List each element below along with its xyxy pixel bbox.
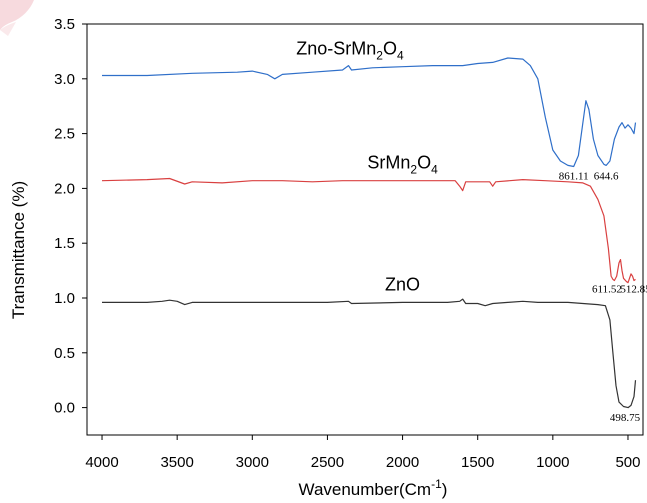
series-line-2 (102, 298, 637, 409)
x-tick-label: 3000 (236, 454, 269, 471)
series-label-0: Zno-SrMn2O4 (296, 39, 404, 63)
series-label-subscript: 2 (410, 163, 417, 177)
y-axis-ticks: 0.0 0.5 1.0 1.5 2.0 2.5 3.0 3.5 (54, 16, 87, 417)
y-tick-label: 0.0 (54, 400, 75, 417)
y-tick-label: 2.0 (54, 180, 75, 197)
x-tick-label: 1000 (536, 454, 569, 471)
series-label-subscript: 2 (376, 49, 383, 63)
x-axis-title-close: ) (442, 480, 448, 499)
series-label-text: Zno-SrMn (296, 39, 376, 59)
series-lines (101, 57, 637, 409)
x-tick-label: 2000 (386, 454, 419, 471)
plot-area (86, 23, 644, 436)
x-tick-label: 1500 (461, 454, 494, 471)
x-axis-title: Wavenumber(Cm-1) (299, 477, 448, 499)
series-line-1 (101, 177, 636, 284)
peak-label: 611.52 (592, 284, 622, 296)
y-axis-title: Transmittance (%) (9, 181, 28, 319)
y-tick-label: 3.0 (54, 71, 75, 88)
x-tick-label: 4000 (85, 454, 118, 471)
peak-label: 498.75 (610, 412, 641, 424)
corner-logo (0, 0, 40, 40)
x-axis-title-sup: -1 (431, 477, 442, 491)
x-axis-ticks: 4000 3500 3000 2500 2000 1500 1000 500 (85, 435, 640, 471)
series-label-1: SrMn2O4 (367, 153, 438, 177)
series-label-subscript: 4 (431, 163, 438, 177)
x-tick-label: 3500 (160, 454, 193, 471)
series-line-0 (102, 57, 637, 168)
series-label-text: O (417, 153, 431, 173)
series-label-2: ZnO (385, 274, 420, 294)
peak-label: 512.85 (620, 284, 647, 296)
peak-label: 644.6 (594, 171, 619, 183)
y-tick-label: 3.5 (54, 16, 75, 33)
y-tick-label: 2.5 (54, 126, 75, 143)
series-label-text: SrMn (367, 153, 410, 173)
peak-label: 861.11 (559, 171, 589, 183)
series-label-text: ZnO (385, 274, 420, 294)
series-label-subscript: 4 (397, 49, 404, 63)
y-tick-label: 1.0 (54, 290, 75, 307)
series-label-text: O (383, 39, 397, 59)
x-tick-label: 2500 (311, 454, 344, 471)
y-tick-label: 0.5 (54, 345, 75, 362)
x-tick-label: 500 (615, 454, 640, 471)
y-tick-label: 1.5 (54, 235, 75, 252)
x-axis-title-main: Wavenumber(Cm (299, 480, 432, 499)
plot-frame (86, 23, 644, 436)
